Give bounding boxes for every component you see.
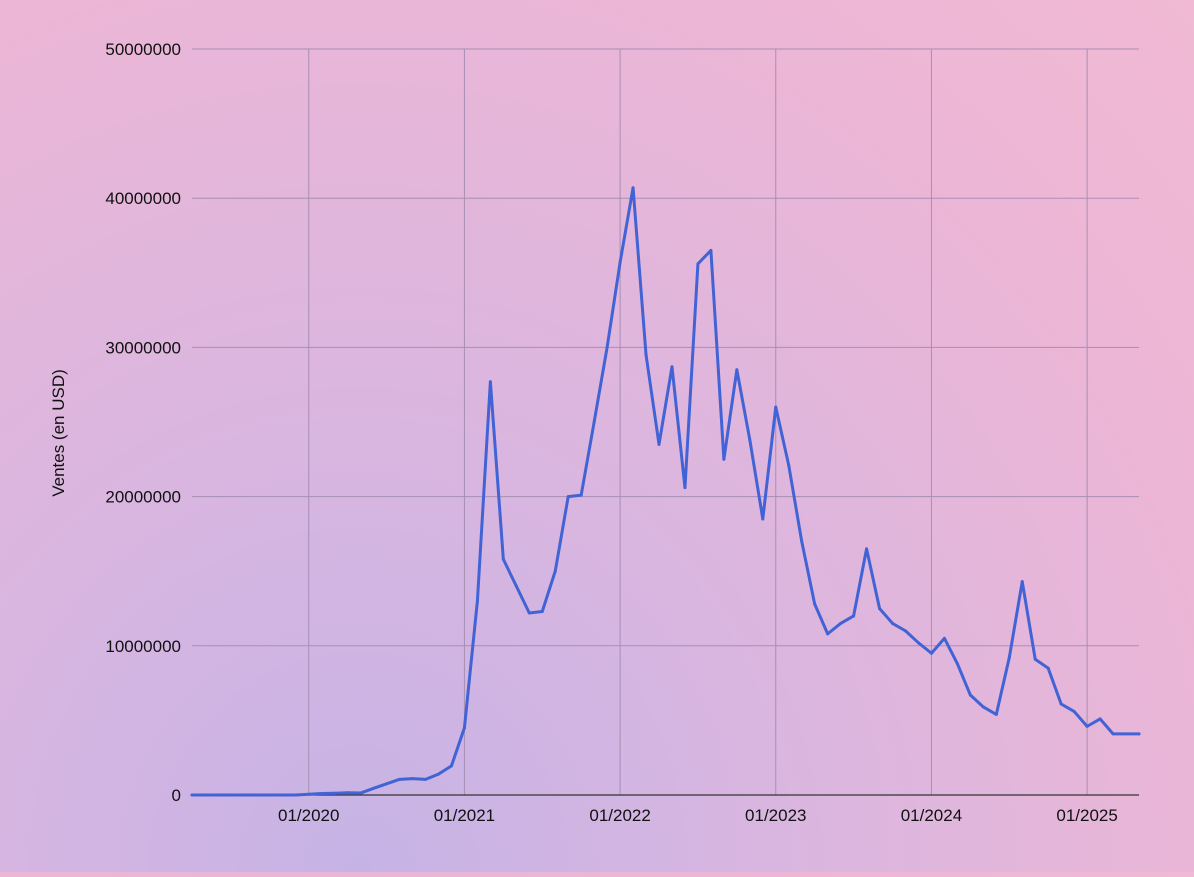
data-point — [722, 457, 726, 461]
data-point — [514, 584, 518, 588]
data-point — [1085, 724, 1089, 728]
data-point — [333, 791, 337, 795]
data-point — [1124, 732, 1128, 736]
data-point — [865, 547, 869, 551]
data-point — [696, 262, 700, 266]
data-point — [385, 782, 389, 786]
data-point — [994, 712, 998, 716]
data-point — [553, 569, 557, 573]
data-point — [359, 791, 363, 795]
data-point — [981, 705, 985, 709]
y-tick-label: 0 — [172, 786, 181, 805]
data-point — [1098, 717, 1102, 721]
x-tick-label: 01/2022 — [589, 806, 650, 825]
data-point — [411, 777, 415, 781]
data-point — [735, 368, 739, 372]
data-point — [916, 641, 920, 645]
data-point — [761, 517, 765, 521]
x-tick-label: 01/2025 — [1056, 806, 1117, 825]
data-point — [942, 636, 946, 640]
data-point — [683, 486, 687, 490]
data-point — [813, 602, 817, 606]
data-point — [255, 793, 259, 797]
data-point — [800, 539, 804, 543]
data-point — [449, 764, 453, 768]
data-point — [1072, 709, 1076, 713]
data-point — [709, 248, 713, 252]
data-point — [372, 786, 376, 790]
data-point — [903, 629, 907, 633]
data-point — [307, 792, 311, 796]
data-point — [268, 793, 272, 797]
y-tick-label: 10000000 — [105, 637, 181, 656]
data-point — [631, 186, 635, 190]
data-point — [787, 463, 791, 467]
data-point — [294, 793, 298, 797]
data-point — [929, 651, 933, 655]
data-point — [566, 495, 570, 499]
data-point — [1059, 702, 1063, 706]
data-point — [242, 793, 246, 797]
data-point — [475, 599, 479, 603]
data-point — [527, 611, 531, 615]
data-points — [190, 186, 1141, 797]
data-point — [540, 609, 544, 613]
data-point — [968, 693, 972, 697]
data-point — [281, 793, 285, 797]
data-point — [488, 380, 492, 384]
data-point — [670, 365, 674, 369]
data-point — [424, 777, 428, 781]
data-point — [657, 442, 661, 446]
y-tick-label: 30000000 — [105, 338, 181, 357]
data-point — [346, 791, 350, 795]
grid — [192, 48, 1139, 796]
data-point — [748, 438, 752, 442]
data-point — [1111, 732, 1115, 736]
data-point — [216, 793, 220, 797]
y-tick-label: 50000000 — [105, 40, 181, 59]
data-point — [605, 345, 609, 349]
data-point — [190, 793, 194, 797]
y-tick-label: 40000000 — [105, 189, 181, 208]
data-point — [955, 662, 959, 666]
data-point — [1007, 656, 1011, 660]
x-tick-label: 01/2023 — [745, 806, 806, 825]
data-point — [1020, 580, 1024, 584]
data-point — [826, 632, 830, 636]
series-line — [190, 186, 1141, 797]
data-point — [891, 621, 895, 625]
y-tick-label: 20000000 — [105, 488, 181, 507]
data-point — [462, 726, 466, 730]
data-point — [1137, 732, 1141, 736]
data-point — [852, 614, 856, 618]
x-axis-ticks: 01/2020 01/2021 01/2022 01/2023 01/2024 01/20… — [278, 806, 1118, 825]
data-point — [644, 353, 648, 357]
data-point — [501, 557, 505, 561]
data-point — [839, 621, 843, 625]
y-axis-ticks: 0 10000000 20000000 30000000 40000000 5000000… — [105, 40, 181, 805]
data-point — [579, 493, 583, 497]
data-point — [320, 792, 324, 796]
data-point — [878, 607, 882, 610]
data-point — [1046, 666, 1050, 670]
data-point — [229, 793, 233, 797]
x-tick-label: 01/2021 — [434, 806, 495, 825]
data-point — [592, 420, 596, 424]
data-point — [203, 793, 207, 797]
data-point — [398, 777, 402, 781]
data-point — [618, 260, 622, 264]
data-point — [774, 405, 778, 409]
x-tick-label: 01/2020 — [278, 806, 339, 825]
x-tick-label: 01/2024 — [901, 806, 962, 825]
series-layer — [190, 186, 1141, 797]
data-point — [436, 772, 440, 776]
y-axis-label: Ventes (en USD) — [49, 369, 68, 497]
data-point — [1033, 657, 1037, 661]
